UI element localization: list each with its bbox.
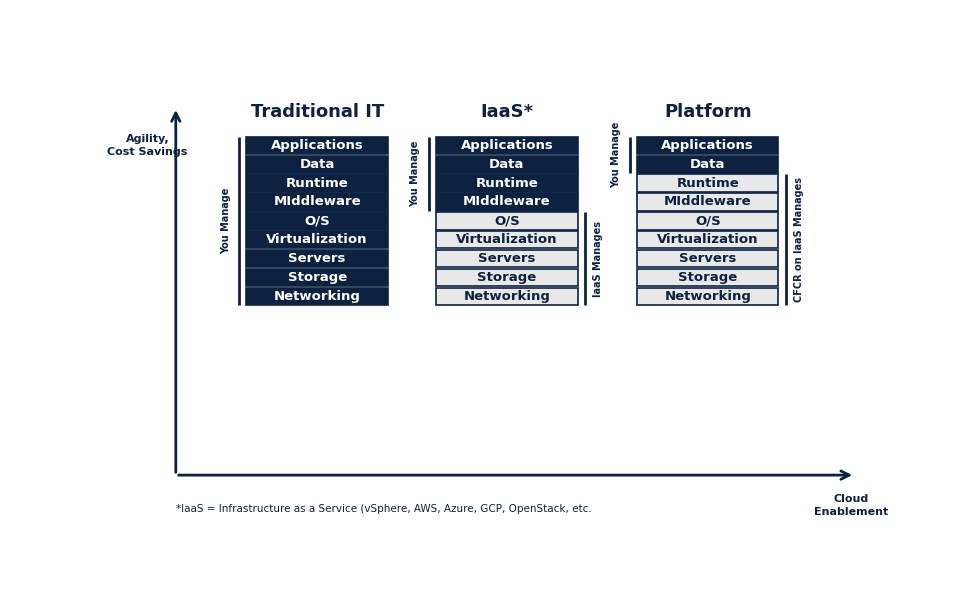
Bar bbox=[637, 287, 779, 305]
Text: Servers: Servers bbox=[288, 252, 346, 265]
Bar bbox=[247, 231, 388, 248]
Text: Runtime: Runtime bbox=[286, 176, 348, 189]
Text: Storage: Storage bbox=[288, 271, 347, 284]
Text: Data: Data bbox=[690, 158, 726, 171]
Text: Networking: Networking bbox=[464, 290, 550, 303]
Text: Agility,
Cost Savings: Agility, Cost Savings bbox=[108, 135, 188, 157]
Text: Data: Data bbox=[490, 158, 524, 171]
Bar bbox=[436, 268, 578, 286]
Bar bbox=[436, 287, 578, 305]
Bar bbox=[247, 156, 388, 173]
Text: Virtualization: Virtualization bbox=[267, 233, 368, 246]
Text: Data: Data bbox=[300, 158, 335, 171]
Bar bbox=[637, 156, 779, 173]
Bar bbox=[247, 287, 388, 305]
Text: Applications: Applications bbox=[461, 139, 553, 152]
Text: Virtualization: Virtualization bbox=[456, 233, 558, 246]
Text: MIddleware: MIddleware bbox=[463, 195, 551, 208]
Text: *IaaS = Infrastructure as a Service (vSphere, AWS, Azure, GCP, OpenStack, etc.: *IaaS = Infrastructure as a Service (vSp… bbox=[176, 504, 591, 514]
Text: Runtime: Runtime bbox=[677, 176, 739, 189]
Text: Virtualization: Virtualization bbox=[657, 233, 758, 246]
Text: Cloud
Enablement: Cloud Enablement bbox=[814, 494, 888, 517]
Bar bbox=[436, 231, 578, 248]
Text: O/S: O/S bbox=[494, 214, 519, 227]
Text: Storage: Storage bbox=[477, 271, 537, 284]
Bar bbox=[637, 212, 779, 230]
Text: Servers: Servers bbox=[679, 252, 736, 265]
Bar bbox=[637, 137, 779, 154]
Bar bbox=[436, 175, 578, 192]
Text: You Manage: You Manage bbox=[612, 122, 621, 188]
Bar bbox=[436, 137, 578, 154]
Bar bbox=[436, 194, 578, 211]
Text: You Manage: You Manage bbox=[410, 140, 420, 207]
Text: Applications: Applications bbox=[271, 139, 364, 152]
Text: You Manage: You Manage bbox=[221, 188, 230, 254]
Bar bbox=[436, 250, 578, 267]
Bar bbox=[247, 137, 388, 154]
Text: IaaS*: IaaS* bbox=[480, 103, 534, 121]
Bar bbox=[436, 156, 578, 173]
Text: MIddleware: MIddleware bbox=[274, 195, 361, 208]
Bar bbox=[247, 212, 388, 230]
Bar bbox=[637, 194, 779, 211]
Text: Servers: Servers bbox=[478, 252, 536, 265]
Bar bbox=[637, 175, 779, 192]
Bar bbox=[637, 231, 779, 248]
Bar bbox=[247, 175, 388, 192]
Text: IaaS Manages: IaaS Manages bbox=[593, 221, 604, 297]
Text: Platform: Platform bbox=[664, 103, 752, 121]
Text: Runtime: Runtime bbox=[475, 176, 539, 189]
Text: CFCR on IaaS Manages: CFCR on IaaS Manages bbox=[794, 177, 804, 302]
Text: Networking: Networking bbox=[664, 290, 751, 303]
Bar bbox=[637, 250, 779, 267]
Bar bbox=[247, 250, 388, 267]
Text: MIddleware: MIddleware bbox=[664, 195, 752, 208]
Bar bbox=[637, 268, 779, 286]
Bar bbox=[247, 268, 388, 286]
Text: Networking: Networking bbox=[274, 290, 361, 303]
Text: O/S: O/S bbox=[695, 214, 721, 227]
Text: Traditional IT: Traditional IT bbox=[251, 103, 384, 121]
Text: Storage: Storage bbox=[678, 271, 737, 284]
Text: O/S: O/S bbox=[304, 214, 330, 227]
Bar bbox=[436, 212, 578, 230]
Text: Applications: Applications bbox=[661, 139, 755, 152]
Bar bbox=[247, 194, 388, 211]
